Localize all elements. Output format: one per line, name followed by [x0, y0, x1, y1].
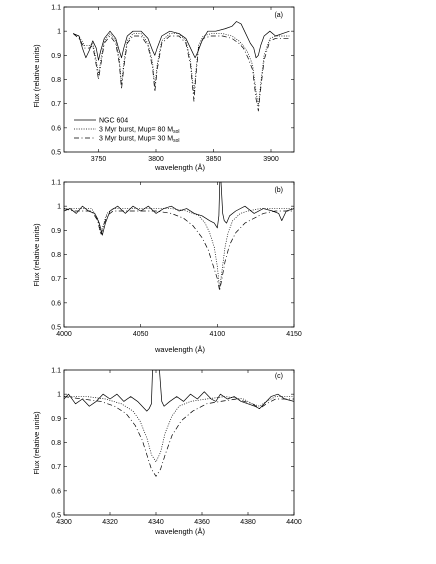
- panel-c-ytick-label-6: 1.1: [51, 368, 61, 375]
- panel-a-ytick-label-2: 0.7: [51, 101, 61, 108]
- panel-a-series-ngc-604: [73, 21, 290, 61]
- panel-a-series-3-myr-burst-mup-30-msol: [72, 33, 290, 112]
- panel-a-ytick-label-6: 1.1: [51, 5, 61, 12]
- panel-b-xtick-label-4050: 4050: [133, 331, 149, 338]
- panel-b-label: (b): [274, 187, 283, 194]
- panel-a-xlabel: wavelength (Å): [154, 163, 206, 172]
- panel-b-ytick-label-0: 0.5: [51, 325, 61, 332]
- panel-c-xtick-label-4300: 4300: [56, 519, 72, 526]
- panel-b-xtick-label-4000: 4000: [56, 331, 72, 338]
- panel-c-xtick-label-4360: 4360: [194, 519, 210, 526]
- panel-a-xtick-label-3850: 3850: [206, 156, 222, 163]
- legend-item-80msol: 3 Myr burst, Mup= 80 Msol: [74, 127, 180, 136]
- legend-label-ngc604: NGC 604: [99, 118, 128, 125]
- panel-a-series-3-myr-burst-mup-80-msol: [73, 33, 290, 107]
- panel-c-ytick-label-2: 0.7: [51, 464, 61, 471]
- panel-c: Flux (relative units) wavelength (Å) (c)…: [32, 368, 302, 537]
- legend-item-30msol: 3 Myr burst, Mup= 30 Msol: [74, 136, 180, 145]
- panel-b-series-3-myr-burst-mup-30-msol: [64, 208, 294, 292]
- panel-a-xtick-label-3900: 3900: [263, 156, 279, 163]
- panel-c-ytick-label-0: 0.5: [51, 513, 61, 520]
- panel-b-series: [64, 182, 294, 292]
- panel-a-xtick-label-3750: 3750: [91, 156, 107, 163]
- panel-b-ytick-label-4: 0.9: [51, 228, 61, 235]
- panel-b-series-3-myr-burst-mup-80-msol: [64, 208, 294, 289]
- panel-b-xtick-label-4150: 4150: [286, 331, 302, 338]
- panel-c-xtick-label-4380: 4380: [240, 519, 256, 526]
- panel-a: Flux (relative units) wavelength (Å) (a)…: [32, 5, 295, 172]
- panel-b-ytick-label-1: 0.6: [51, 300, 61, 307]
- panel-a-label: (a): [274, 12, 283, 19]
- panel-c-ylabel: Flux (relative units): [32, 411, 41, 475]
- panel-b-ytick-label-3: 0.8: [51, 252, 61, 259]
- panel-b-xtick-label-4100: 4100: [210, 331, 226, 338]
- panel-a-ytick-label-1: 0.6: [51, 125, 61, 132]
- panel-c-ticks: 4300 4320 4340 4360 4380 4400 0.5 0.6 0.7 0.8 0.9 1…: [51, 368, 302, 527]
- legend-label-80msol: 3 Myr burst, Mup= 80 Msol: [99, 127, 180, 136]
- panel-c-series-ngc-604: [64, 370, 294, 412]
- legend-label-30msol: 3 Myr burst, Mup= 30 Msol: [99, 136, 180, 145]
- panel-c-xlabel: wavelength (Å): [154, 527, 206, 536]
- panel-a-series: [72, 21, 290, 112]
- legend-item-ngc604: NGC 604: [74, 118, 128, 125]
- panel-c-ytick-label-5: 1: [57, 392, 61, 399]
- panel-c-ytick-label-4: 0.9: [51, 416, 61, 423]
- panel-b-xlabel: wavelength (Å): [154, 345, 206, 354]
- panel-a-ylabel: Flux (relative units): [32, 44, 41, 108]
- panel-a-ytick-label-0: 0.5: [51, 150, 61, 157]
- panel-c-ytick-label-1: 0.6: [51, 488, 61, 495]
- panel-c-xtick-label-4340: 4340: [148, 519, 164, 526]
- panel-b-ytick-label-5: 1: [57, 204, 61, 211]
- panel-a-ytick-label-3: 0.8: [51, 77, 61, 84]
- panel-c-label: (c): [275, 373, 283, 380]
- panel-a-frame: [63, 6, 295, 153]
- panel-b-frame: [63, 181, 295, 328]
- panel-c-series: [64, 370, 294, 477]
- panel-c-series-3-myr-burst-mup-30-msol: [64, 396, 294, 477]
- panel-b-ylabel: Flux (relative units): [32, 223, 41, 287]
- panel-a-ytick-label-4: 0.9: [51, 53, 61, 60]
- panel-b-ticks: 4000 4050 4100 4150 0.5 0.6 0.7 0.8 0.9 1 1.1: [51, 180, 302, 339]
- panel-b-series-ngc-604: [64, 182, 294, 236]
- panel-b-ytick-label-2: 0.7: [51, 276, 61, 283]
- panel-c-series-3-myr-burst-mup-80-msol: [64, 396, 294, 463]
- panel-b-ytick-label-6: 1.1: [51, 180, 61, 187]
- panel-c-ytick-label-3: 0.8: [51, 440, 61, 447]
- legend: NGC 604 3 Myr burst, Mup= 80 Msol 3 Myr …: [74, 118, 180, 145]
- panel-c-frame: [63, 369, 295, 516]
- panel-c-xtick-label-4400: 4400: [286, 519, 302, 526]
- panel-a-ytick-label-5: 1: [57, 29, 61, 36]
- panel-a-ticks: 3750 3800 3850 3900 0.5 0.6 0.7 0.8 0.9 1 1.1: [51, 5, 294, 163]
- panel-a-xtick-label-3800: 3800: [148, 156, 164, 163]
- panel-c-xtick-label-4320: 4320: [102, 519, 118, 526]
- panel-b: Flux (relative units) wavelength (Å) (b)…: [32, 180, 302, 355]
